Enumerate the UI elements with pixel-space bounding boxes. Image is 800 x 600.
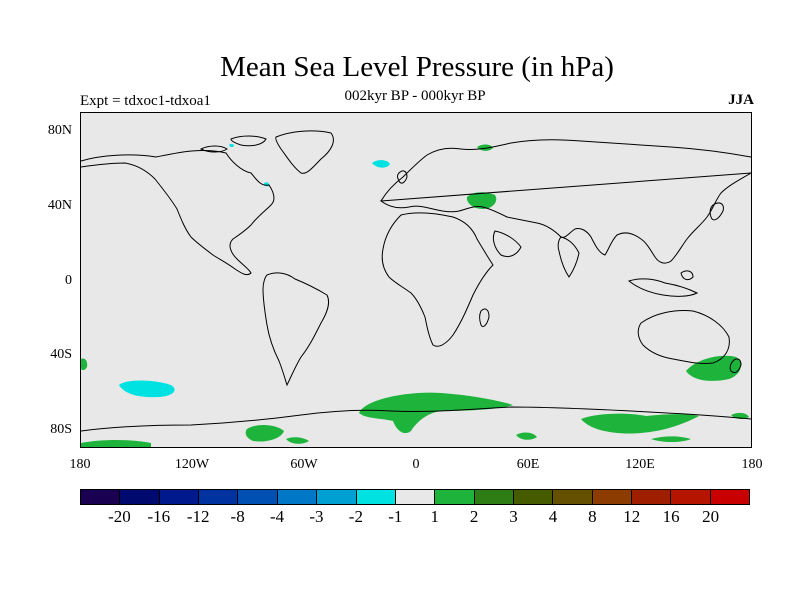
- lat-label-80s: 80S: [50, 422, 72, 437]
- colorbar-label: -20: [108, 507, 131, 526]
- positive-anomaly-southern-ocean-atlantic: [359, 392, 513, 434]
- coast-arctic-islands: [199, 135, 267, 153]
- colorbar-label: 4: [548, 507, 558, 526]
- colorbar-label: 1: [430, 507, 439, 526]
- chart-subtitle: 002kyr BP - 000kyr BP: [344, 88, 486, 104]
- colorbar-swatch: [632, 490, 672, 504]
- lon-label-60e: 60E: [516, 457, 540, 472]
- positive-anomaly-regions: [81, 144, 749, 447]
- colorbar-swatch: [356, 490, 396, 504]
- coastlines: [81, 130, 751, 432]
- negative-anomaly-south-pacific: [119, 380, 175, 398]
- lon-label-0: 0: [412, 457, 420, 472]
- positive-anomaly-antarctic-1: [245, 425, 284, 442]
- lon-label-180w: 180: [69, 457, 91, 472]
- lat-label-40n: 40N: [47, 198, 72, 213]
- positive-anomaly-antarctic-4: [516, 432, 537, 440]
- colorbar-swatch: [435, 490, 475, 504]
- coast-greenland: [275, 130, 334, 174]
- coast-indonesia: [627, 270, 699, 297]
- coast-japan: [709, 202, 724, 221]
- colorbar-swatch: [513, 490, 554, 504]
- coast-south-america: [262, 272, 330, 387]
- colorbar-swatch: [553, 490, 593, 504]
- colorbar-swatch: [199, 490, 239, 504]
- lon-label-120e: 120E: [625, 457, 655, 472]
- positive-anomaly-west-pacific: [81, 358, 88, 371]
- colorbar-swatch: [120, 490, 160, 504]
- season-label: JJA: [728, 92, 754, 108]
- coast-new-zealand: [729, 358, 742, 374]
- experiment-label: Expt = tdxoc1-tdxoa1: [80, 93, 211, 109]
- colorbar: [80, 489, 750, 505]
- colorbar-swatch: [277, 490, 318, 504]
- colorbar-label: -3: [309, 507, 324, 526]
- positive-anomaly-black-sea: [466, 192, 497, 209]
- colorbar-swatch: [317, 490, 357, 504]
- lat-label-40s: 40S: [50, 347, 72, 362]
- world-map: [81, 130, 751, 447]
- coast-africa: [381, 212, 494, 347]
- lat-label-80n: 80N: [47, 123, 72, 138]
- positive-anomaly-antarctic-5: [651, 436, 691, 442]
- colorbar-label: -16: [147, 507, 171, 526]
- colorbar-label: 8: [588, 507, 597, 526]
- colorbar-swatch: [159, 490, 200, 504]
- coast-north-america: [81, 149, 275, 276]
- chart-title: Mean Sea Level Pressure (in hPa): [220, 51, 614, 83]
- colorbar-label: 3: [509, 507, 518, 526]
- colorbar-swatch: [592, 490, 633, 504]
- coast-madagascar: [479, 308, 490, 328]
- coast-eurasia: [379, 139, 751, 264]
- positive-anomaly-antarctic-2: [286, 437, 309, 444]
- positive-anomaly-southern-ocean-indian: [581, 413, 699, 434]
- coast-british-isles: [397, 170, 408, 184]
- colorbar-label: 16: [662, 507, 680, 526]
- coast-arabia: [492, 230, 522, 258]
- colorbar-swatch: [710, 490, 750, 504]
- lon-label-120w: 120W: [174, 457, 210, 472]
- colorbar-label: 2: [469, 507, 479, 526]
- colorbar-swatch: [474, 490, 514, 504]
- lat-label-0: 0: [65, 273, 72, 288]
- coast-india: [557, 236, 580, 278]
- colorbar-swatch: [81, 490, 121, 504]
- colorbar-label: -4: [269, 507, 285, 526]
- positive-anomaly-tasman: [686, 355, 741, 381]
- colorbar-label: -1: [388, 507, 403, 526]
- colorbar-swatch: [395, 490, 436, 504]
- colorbar-label: -12: [186, 507, 210, 526]
- colorbar-swatch: [238, 490, 278, 504]
- colorbar-label: -8: [230, 507, 245, 526]
- negative-anomaly-regions: [119, 143, 390, 398]
- lon-label-180e: 180: [741, 457, 763, 472]
- colorbar-label: -2: [348, 507, 363, 526]
- coast-antarctica: [81, 406, 751, 432]
- lon-label-60w: 60W: [290, 457, 318, 472]
- positive-anomaly-antarctic-3: [81, 440, 151, 447]
- negative-anomaly-iceland: [372, 160, 390, 168]
- coast-australia: [637, 310, 730, 364]
- colorbar-label: 20: [702, 507, 720, 526]
- colorbar-swatch: [671, 490, 711, 504]
- map-panel: [80, 112, 752, 448]
- colorbar-label: 12: [623, 507, 641, 526]
- negative-anomaly-greenland-small: [229, 143, 234, 148]
